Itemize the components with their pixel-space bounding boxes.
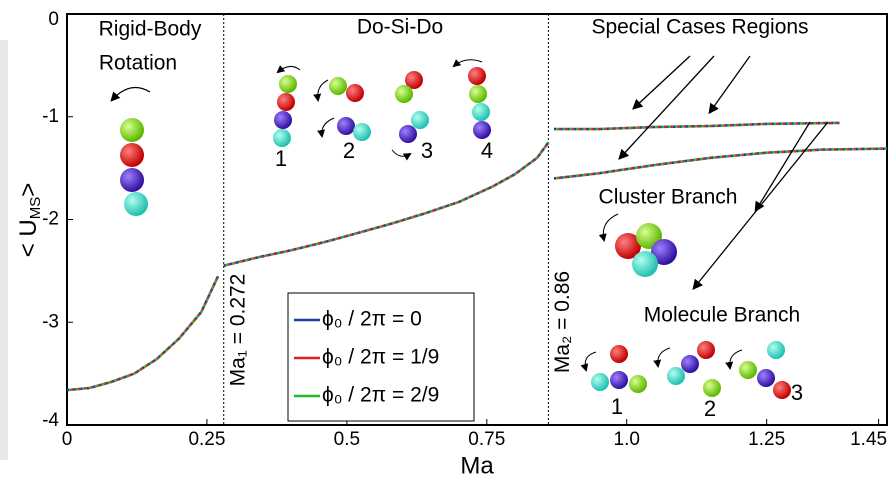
region-label: Special Cases Regions: [591, 16, 808, 39]
x-tick-label: 0.5: [334, 429, 360, 450]
legend: ϕ₀ / 2π = 0 ϕ₀ / 2π = 1/9 ϕ₀ / 2π = 2/9: [287, 292, 475, 422]
branch-line: [553, 147, 888, 180]
legend-label: ϕ₀ / 2π = 1/9: [322, 346, 439, 369]
region-label: Molecule Branch: [644, 304, 800, 327]
config-number: 1: [611, 394, 623, 419]
region-label: Rotation: [99, 52, 177, 75]
y-label-part: MS: [27, 197, 44, 220]
region-label: Do-Si-Do: [357, 16, 443, 39]
side-strip: [0, 40, 8, 460]
x-tick-label: 1.0: [614, 429, 640, 450]
config-number: 2: [704, 396, 716, 421]
config-number: 3: [791, 380, 803, 405]
y-tick-label: -2: [42, 209, 59, 230]
threshold-label: Ma₂ = 0.86: [551, 271, 574, 373]
y-axis-label: < UMS>: [15, 183, 44, 258]
x-tick-label: 1.45: [850, 429, 887, 450]
y-tick-label: -3: [42, 311, 59, 332]
legend-label: ϕ₀ / 2π = 0: [322, 308, 422, 331]
y-label-part: < U: [15, 219, 42, 257]
illustrations: [110, 55, 829, 399]
y-tick-label: -4: [42, 410, 59, 431]
branch-line: [553, 147, 888, 180]
config-number: 1: [275, 146, 287, 171]
y-tick-label: -1: [42, 106, 59, 127]
x-tick-label: 0: [62, 429, 73, 450]
region-label: Cluster Branch: [599, 186, 738, 209]
plot-area: [66, 13, 888, 426]
x-tick-label: 0.25: [188, 429, 225, 450]
x-tick-label: 0.75: [468, 429, 505, 450]
x-tick-label: 1.25: [748, 429, 785, 450]
threshold-label: Ma₁ = 0.272: [226, 274, 249, 387]
series-line: [66, 121, 840, 392]
config-number: 2: [343, 138, 355, 163]
legend-label: ϕ₀ / 2π = 2/9: [322, 384, 439, 407]
x-axis-label: Ma: [460, 452, 494, 479]
series-line: [66, 121, 840, 392]
series-line: [66, 121, 840, 392]
y-tick-label: 0: [48, 9, 59, 30]
config-number: 4: [481, 138, 493, 163]
config-number: 3: [421, 138, 433, 163]
branch-line: [553, 147, 888, 180]
y-label-part: >: [15, 183, 42, 197]
region-label: Rigid-Body: [99, 18, 202, 41]
